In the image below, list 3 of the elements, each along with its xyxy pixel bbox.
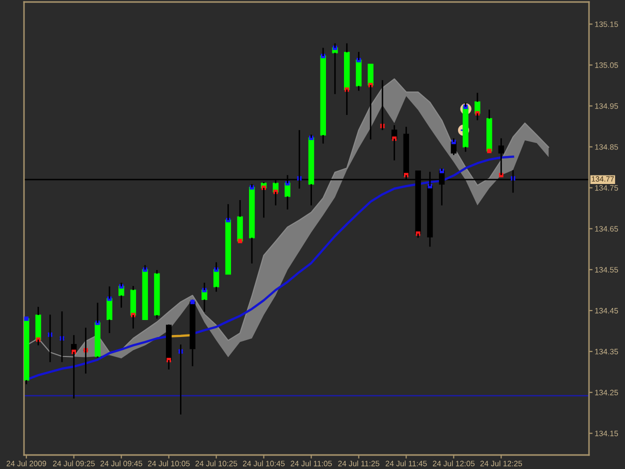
candlestick [498,138,504,176]
candlestick [154,269,160,320]
point [428,184,432,188]
